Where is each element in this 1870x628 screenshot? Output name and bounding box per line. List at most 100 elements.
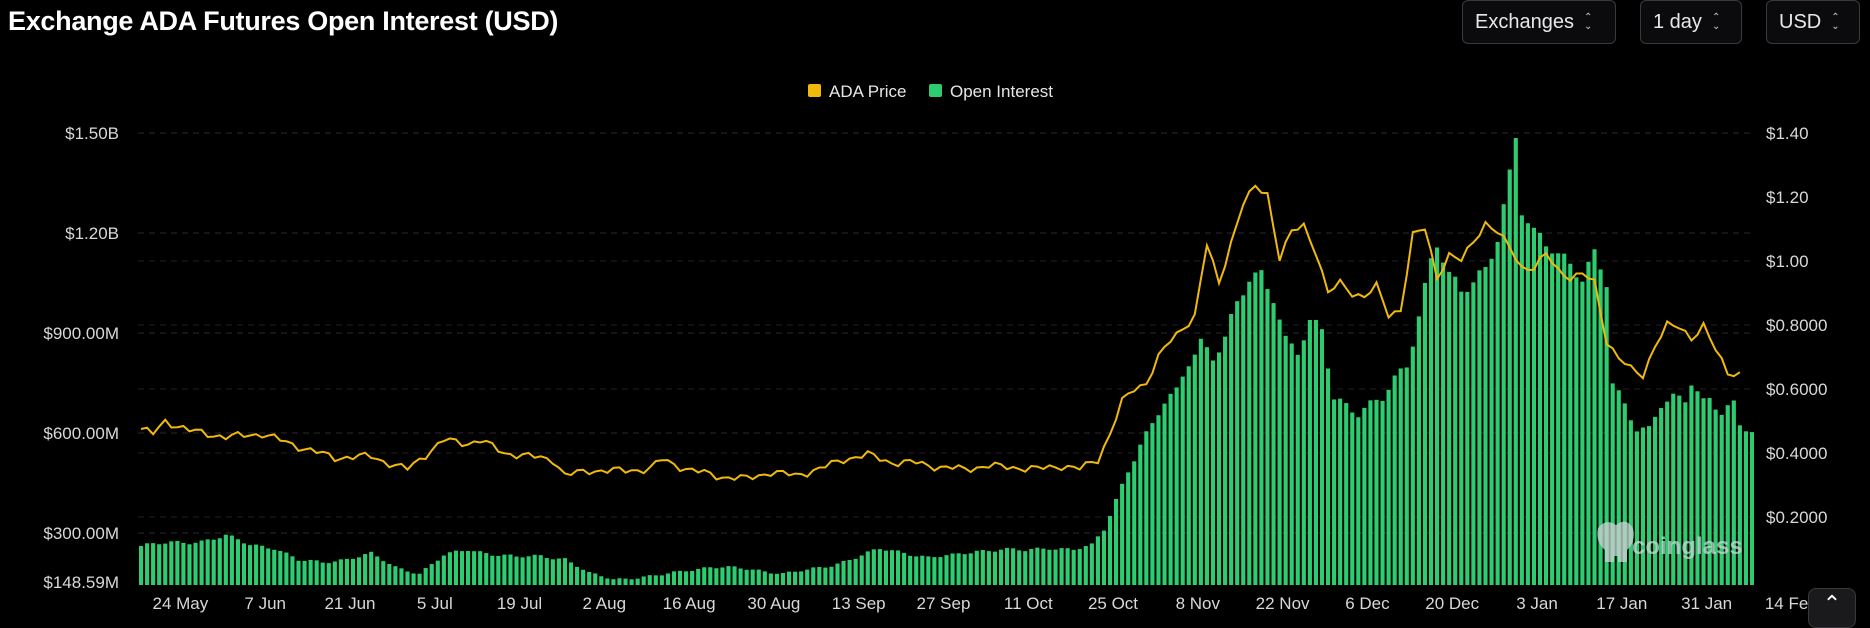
open-interest-bar <box>1659 407 1664 585</box>
open-interest-bar <box>841 560 846 585</box>
open-interest-bar <box>562 558 568 585</box>
open-interest-bar <box>1374 399 1379 585</box>
open-interest-bar <box>1653 416 1658 585</box>
open-interest-bar <box>1671 393 1676 585</box>
open-interest-bar <box>1610 383 1615 585</box>
legend-swatch-price <box>808 84 821 97</box>
open-interest-bar <box>865 551 870 585</box>
left-tick-label: $900.00M <box>43 324 119 343</box>
open-interest-bar <box>1640 427 1646 585</box>
open-interest-bar <box>381 561 386 585</box>
open-interest-bar <box>266 548 271 585</box>
open-interest-bar <box>1192 354 1197 585</box>
legend-item-ada-price[interactable]: ADA Price <box>808 82 906 101</box>
x-tick-label: 30 Aug <box>747 594 800 613</box>
open-interest-bar <box>786 571 792 585</box>
open-interest-bar <box>1495 241 1500 586</box>
open-interest-bar <box>762 571 767 585</box>
open-interest-bar <box>241 543 247 585</box>
open-interest-bar <box>1180 376 1185 585</box>
open-interest-bar <box>805 569 810 585</box>
x-tick-label: 21 Jun <box>324 594 375 613</box>
open-interest-bar <box>835 563 840 585</box>
open-interest-bar <box>1501 204 1506 585</box>
open-interest-bar <box>593 573 598 585</box>
x-tick-label: 3 Jan <box>1516 594 1558 613</box>
open-interest-bar <box>1047 549 1052 585</box>
open-interest-bar <box>260 545 265 585</box>
open-interest-bar <box>363 554 368 585</box>
open-interest-bar <box>1531 227 1537 586</box>
left-tick-label: $600.00M <box>43 424 119 443</box>
open-interest-bar <box>902 552 907 585</box>
open-interest-bar <box>1719 414 1724 585</box>
open-interest-bar <box>514 556 519 585</box>
open-interest-bar <box>1319 329 1325 585</box>
open-interest-bar <box>1713 409 1718 585</box>
open-interest-bar <box>1525 223 1530 585</box>
open-interest-bar <box>877 549 882 585</box>
open-interest-bar <box>217 538 222 585</box>
open-interest-bar <box>1598 269 1603 585</box>
open-interest-chart: coinglass $1.50B $1.20B $900.00M $600.00M $3… <box>43 82 1827 613</box>
open-interest-bar <box>950 553 955 585</box>
open-interest-bar <box>1422 282 1427 585</box>
open-interest-bar <box>350 558 356 585</box>
open-interest-bar <box>1350 412 1355 585</box>
page-title: Exchange ADA Futures Open Interest (USD) <box>8 6 559 36</box>
open-interest-bar <box>1519 215 1524 585</box>
open-interest-bar <box>478 551 483 585</box>
open-interest-bar <box>1241 295 1246 585</box>
exchanges-select[interactable]: Exchanges ⌃ ⌄ <box>1462 0 1616 44</box>
open-interest-bar <box>1065 548 1070 585</box>
open-interest-bar <box>1186 366 1191 585</box>
open-interest-bar <box>1332 399 1337 585</box>
open-interest-bar <box>944 555 949 585</box>
open-interest-bar <box>1459 291 1464 585</box>
open-interest-bar <box>623 578 628 585</box>
open-interest-bar <box>1453 276 1458 585</box>
open-interest-bar <box>823 567 828 585</box>
interval-select[interactable]: 1 day ⌃ ⌄ <box>1640 0 1742 44</box>
open-interest-bar <box>1465 291 1470 585</box>
coinglass-logo-icon <box>1597 521 1634 562</box>
scroll-to-top-button[interactable]: ⌃ <box>1808 588 1856 628</box>
right-tick-label: $1.40 <box>1766 124 1809 143</box>
open-interest-bar <box>1471 282 1476 585</box>
open-interest-bar <box>1035 547 1040 585</box>
open-interest-bar <box>1743 431 1748 585</box>
open-interest-bar <box>278 551 283 585</box>
open-interest-bar <box>526 556 531 585</box>
open-interest-bar <box>502 554 507 585</box>
open-interest-bar <box>914 556 919 585</box>
open-interest-bar <box>1646 426 1652 585</box>
open-interest-bar <box>920 555 925 585</box>
open-interest-bar <box>714 568 719 585</box>
open-interest-bar <box>671 571 677 585</box>
open-interest-bar <box>1592 249 1597 586</box>
open-interest-bar <box>744 569 749 585</box>
open-interest-bar <box>1586 261 1591 585</box>
open-interest-bar <box>163 543 168 585</box>
open-interest-bar <box>151 543 156 585</box>
updown-chevron-icon: ⌃ ⌄ <box>1711 12 1721 32</box>
open-interest-bar <box>1247 281 1252 585</box>
x-tick-label: 27 Sep <box>917 594 971 613</box>
open-interest-bar <box>375 556 380 585</box>
open-interest-bar <box>1556 253 1561 585</box>
open-interest-bar <box>1156 415 1161 585</box>
open-interest-bar <box>1126 472 1131 585</box>
left-tick-label: $1.20B <box>65 224 119 243</box>
updown-chevron-icon: ⌃ ⌄ <box>1583 12 1593 32</box>
ada-price-line <box>140 184 1741 482</box>
open-interest-bar <box>326 563 331 585</box>
open-interest-bar <box>1513 138 1518 586</box>
open-interest-bar <box>1259 270 1264 585</box>
currency-select[interactable]: USD ⌃ ⌄ <box>1766 0 1860 44</box>
legend-item-open-interest[interactable]: Open Interest <box>929 82 1053 101</box>
open-interest-bar <box>1483 266 1488 585</box>
open-interest-bar <box>1737 425 1742 585</box>
open-interest-bar <box>726 566 731 585</box>
open-interest-bar <box>1604 287 1609 585</box>
open-interest-bar <box>538 555 543 585</box>
